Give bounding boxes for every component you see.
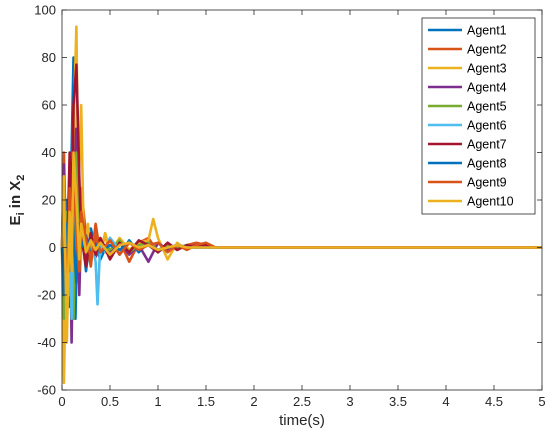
x-tick-label: 3.5 (389, 394, 407, 409)
legend-label-agent7: Agent7 (467, 138, 507, 152)
legend-label-agent2: Agent2 (467, 43, 507, 57)
x-tick-label: 3 (346, 394, 353, 409)
y-tick-label: 40 (42, 145, 56, 160)
legend-label-agent9: Agent9 (467, 176, 507, 190)
legend-label-agent6: Agent6 (467, 119, 507, 133)
y-axis-label-main: E (7, 215, 24, 225)
legend-label-agent3: Agent3 (467, 62, 507, 76)
legend-label-agent10: Agent10 (467, 195, 514, 209)
y-axis-label: Ei in X2 (7, 175, 27, 226)
x-tick-label: 2 (250, 394, 257, 409)
x-axis-label: time(s) (279, 412, 325, 429)
x-tick-label: 0 (58, 394, 65, 409)
y-tick-label: 0 (49, 240, 56, 255)
x-tick-label: 5 (538, 394, 545, 409)
y-axis-label-sub2: 2 (15, 175, 27, 181)
legend: Agent1 Agent2 Agent3 Agent4 Agent5 Agent6 Agen… (421, 17, 536, 215)
y-tick-label: 60 (42, 98, 56, 113)
x-tick-label: 1.5 (197, 394, 215, 409)
series-layer (60, 25, 542, 385)
legend-label-agent8: Agent8 (467, 157, 507, 171)
y-tick-label: 20 (42, 193, 56, 208)
x-tick-label: 4 (442, 394, 449, 409)
y-tick-label: -40 (37, 335, 56, 350)
legend-label-agent5: Agent5 (467, 100, 507, 114)
y-tick-label: -60 (37, 383, 56, 398)
y-axis-label-sub: i (15, 212, 27, 215)
x-tick-label: 0.5 (101, 394, 119, 409)
tick-layer: 0 0.5 1 1.5 2 2.5 3 3.5 4 4.5 5 -60 -40 -20 0 20 40 60 80 1… (34, 3, 545, 410)
y-axis-label-mid: in X (7, 181, 24, 213)
x-tick-label: 2.5 (293, 394, 311, 409)
y-tick-label: -20 (37, 288, 56, 303)
x-tick-label: 1 (154, 394, 161, 409)
x-tick-label: 4.5 (485, 394, 503, 409)
legend-label-agent4: Agent4 (467, 81, 507, 95)
series-line-agent10 (60, 151, 542, 344)
y-tick-label: 100 (34, 3, 56, 18)
legend-label-agent1: Agent1 (467, 24, 507, 38)
y-tick-label: 80 (42, 50, 56, 65)
